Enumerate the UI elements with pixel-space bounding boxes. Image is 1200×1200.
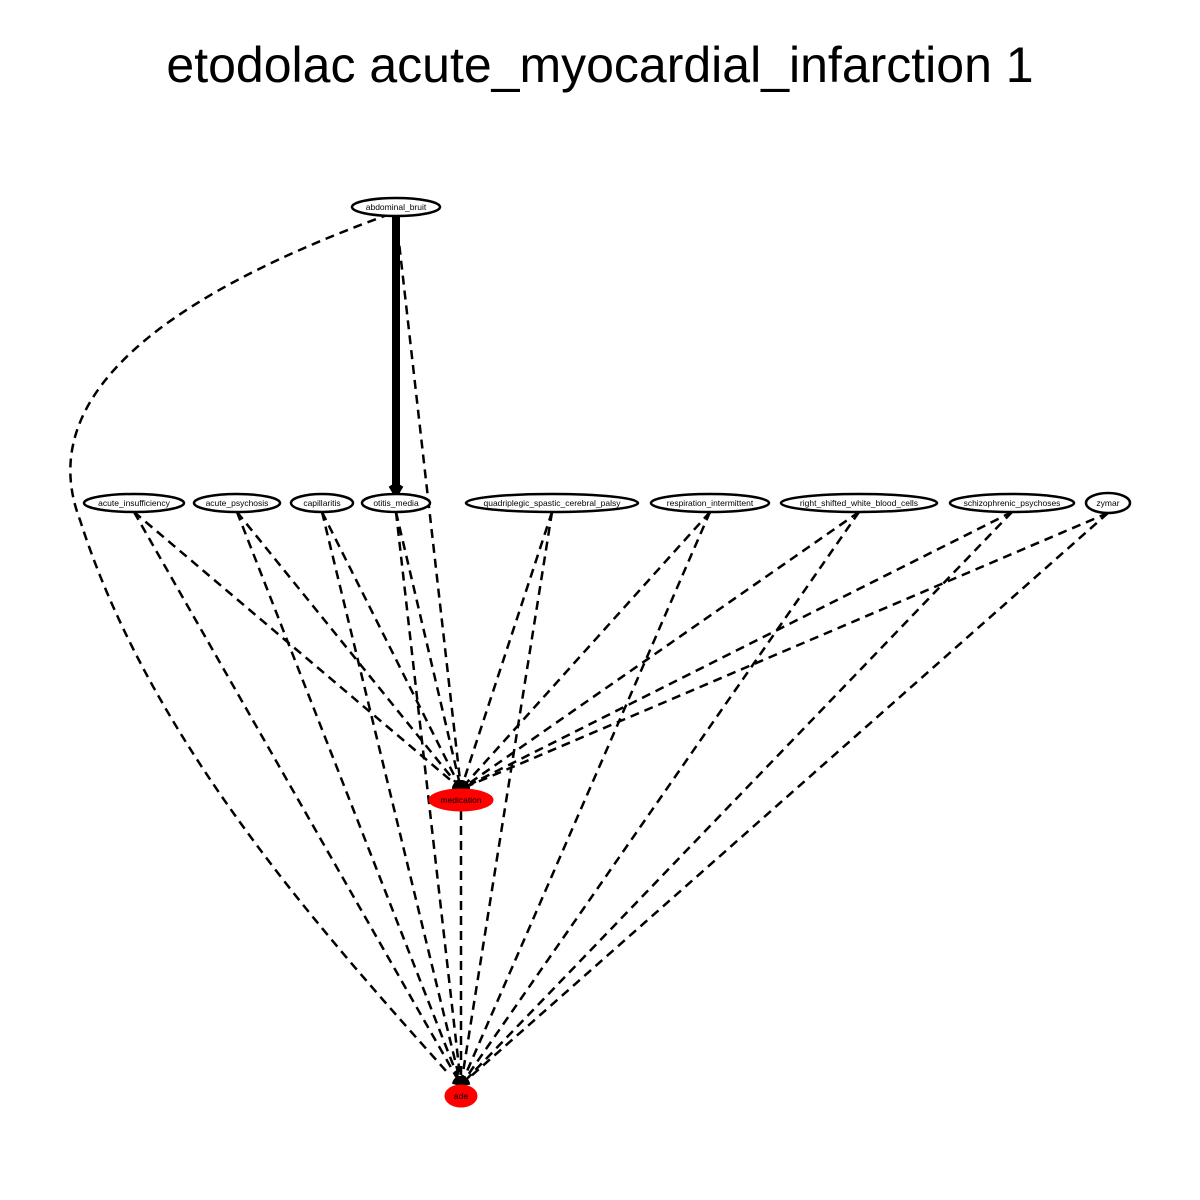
node-schizophrenic_psychoses: schizophrenic_psychoses: [948, 492, 1076, 514]
edge-line: [394, 511, 463, 1086]
node-label: otitis_media: [373, 498, 419, 508]
edge-line: [133, 511, 462, 790]
node-label: respiration_intermittent: [667, 498, 754, 508]
node-zymar: zymar: [1084, 491, 1132, 515]
node-respiration_intermittent: respiration_intermittent: [649, 492, 771, 514]
edge-line: [460, 510, 1013, 791]
edge-zymar-to-medication: [458, 511, 1109, 792]
node-label: quadriplegic_spastic_cerebral_palsy: [483, 498, 621, 508]
edge-line: [460, 512, 1109, 1086]
edge-line: [460, 511, 1013, 1086]
edge-line: [320, 511, 463, 1086]
edge-medication-to-ade: [455, 811, 467, 1088]
edge-line: [459, 511, 554, 790]
edge-right_shifted_white_blood_cells-to-medication: [459, 510, 860, 791]
node-shape: [444, 1084, 478, 1108]
edge-abdominal_bruit-to-otitis_media: [388, 216, 404, 499]
node-label: acute_psychosis: [206, 498, 269, 508]
edge-respiration_intermittent-to-medication: [459, 511, 711, 791]
edge-line: [460, 510, 860, 791]
edge-line: [459, 511, 861, 1086]
node-shape: [350, 196, 442, 218]
graph-title: etodolac acute_myocardial_infarction 1: [166, 37, 1034, 93]
node-label: acute_insufficiency: [98, 498, 170, 508]
node-shape: [649, 492, 771, 514]
node-label: zymar: [1096, 498, 1119, 508]
edge-line: [394, 511, 463, 790]
node-label: abdominal_bruit: [366, 202, 427, 212]
node-label: capillaritis: [303, 498, 340, 508]
edge-otitis_media-to-medication: [394, 511, 466, 792]
edge-line: [460, 511, 711, 790]
edge-schizophrenic_psychoses-to-medication: [458, 510, 1013, 792]
node-shape: [1084, 491, 1132, 515]
node-label: right_shifted_white_blood_cells: [800, 498, 918, 508]
node-shape: [464, 492, 640, 514]
node-layer: abdominal_bruit acute_insufficiency acute_…: [82, 196, 1132, 1108]
node-shape: [948, 492, 1076, 514]
node-shape: [360, 492, 432, 514]
edge-quadriplegic_spastic_cerebral_palsy-to-medication: [457, 511, 554, 792]
edge-line: [460, 511, 1109, 791]
node-otitis_media: otitis_media: [360, 492, 432, 514]
edge-line: [459, 511, 712, 1086]
node-label: schizophrenic_psychoses: [964, 498, 1061, 508]
node-abdominal_bruit: abdominal_bruit: [350, 196, 442, 218]
edge-zymar-to-ade: [459, 512, 1109, 1087]
node-right_shifted_white_blood_cells: right_shifted_white_blood_cells: [779, 492, 939, 514]
node-shape: [428, 788, 494, 812]
node-shape: [289, 492, 355, 514]
node-capillaritis: capillaritis: [289, 492, 355, 514]
edge-abdominal_bruit-to-ade: [69, 212, 463, 1087]
edge-line: [459, 511, 554, 1086]
edge-layer: [69, 212, 1109, 1088]
node-acute_insufficiency: acute_insufficiency: [82, 492, 186, 514]
node-shape: [779, 492, 939, 514]
node-shape: [82, 492, 186, 514]
node-acute_psychosis: acute_psychosis: [192, 492, 282, 514]
edge-respiration_intermittent-to-ade: [458, 511, 712, 1088]
edge-schizophrenic_psychoses-to-ade: [459, 511, 1013, 1087]
node-medication: medication: [428, 788, 494, 812]
edge-line: [69, 212, 448, 1073]
edge-capillaritis-to-medication: [320, 511, 464, 792]
node-quadriplegic_spastic_cerebral_palsy: quadriplegic_spastic_cerebral_palsy: [464, 492, 640, 514]
edge-line: [235, 511, 463, 1086]
edge-line: [132, 511, 463, 1086]
edge-line: [320, 511, 463, 790]
node-label: ade: [454, 1091, 468, 1101]
node-shape: [192, 492, 282, 514]
node-ade: ade: [444, 1084, 478, 1108]
edge-acute_insufficiency-to-ade: [132, 511, 463, 1088]
edge-right_shifted_white_blood_cells-to-ade: [459, 511, 861, 1087]
node-label: medication: [440, 795, 481, 805]
